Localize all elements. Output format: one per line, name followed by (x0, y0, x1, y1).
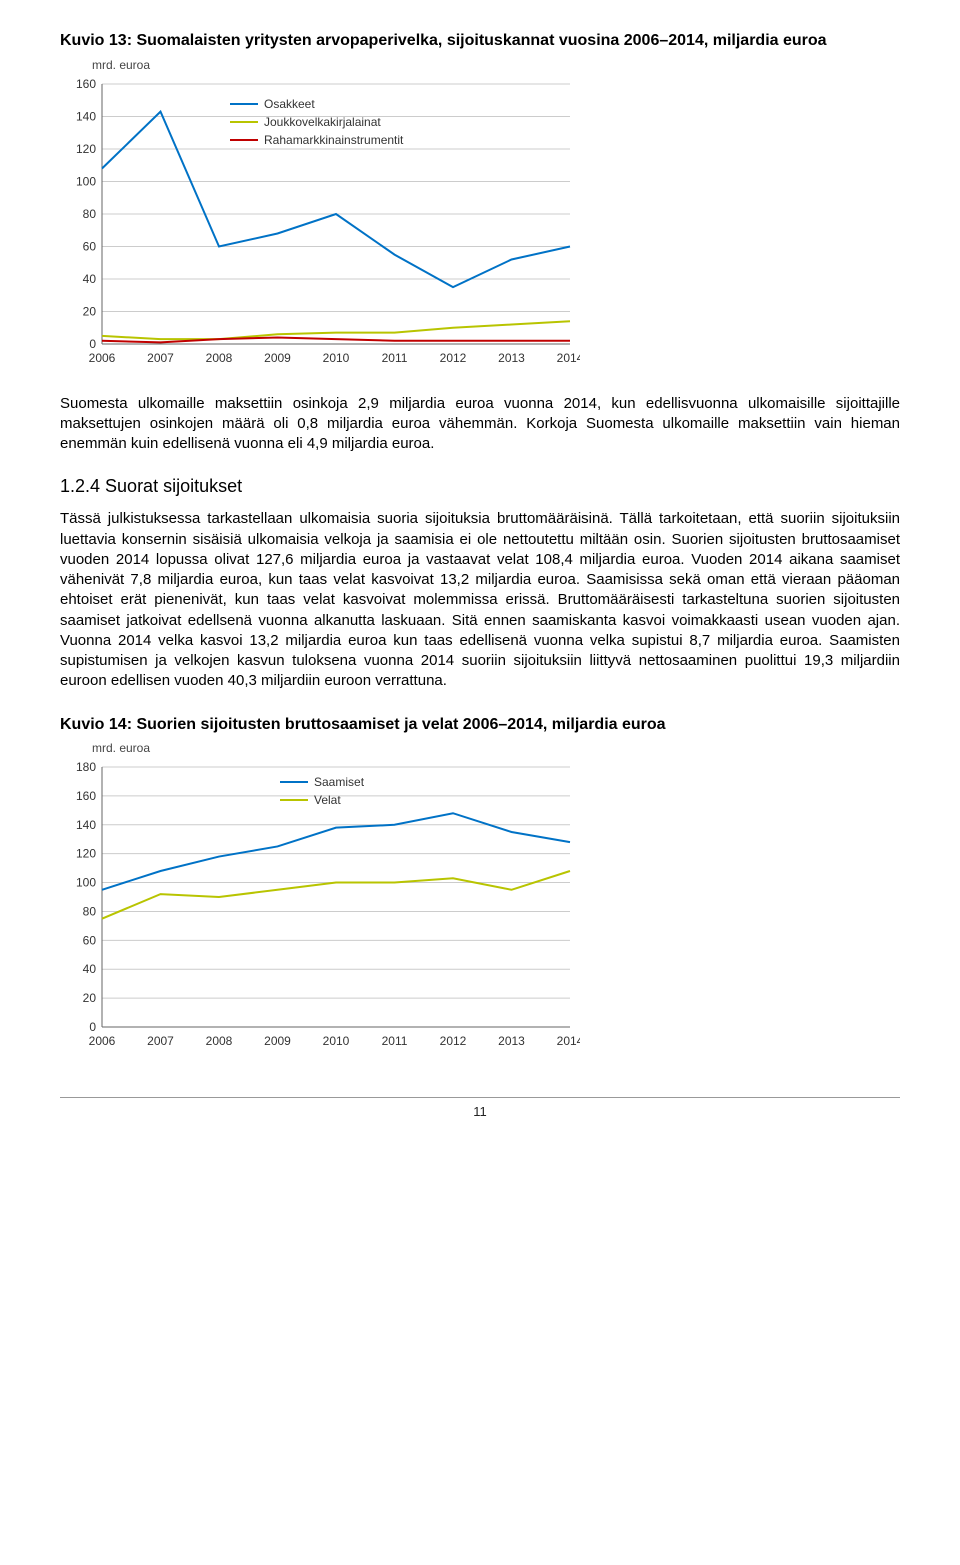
svg-text:2007: 2007 (147, 351, 174, 365)
svg-text:Joukkovelkakirjalainat: Joukkovelkakirjalainat (264, 115, 381, 129)
svg-text:2011: 2011 (382, 351, 408, 365)
svg-text:60: 60 (83, 934, 97, 948)
svg-text:2010: 2010 (323, 1034, 350, 1048)
svg-text:2010: 2010 (323, 351, 350, 365)
svg-text:2006: 2006 (89, 351, 116, 365)
svg-text:120: 120 (76, 142, 96, 156)
svg-text:2008: 2008 (206, 351, 233, 365)
svg-text:Saamiset: Saamiset (314, 775, 365, 789)
svg-text:120: 120 (76, 847, 96, 861)
svg-text:2012: 2012 (440, 351, 467, 365)
svg-text:40: 40 (83, 962, 97, 976)
svg-text:Rahamarkkinainstrumentit: Rahamarkkinainstrumentit (264, 133, 404, 147)
svg-text:100: 100 (76, 174, 96, 188)
svg-text:2009: 2009 (264, 1034, 291, 1048)
svg-text:20: 20 (83, 304, 97, 318)
svg-text:80: 80 (83, 905, 97, 919)
svg-text:40: 40 (83, 272, 97, 286)
chart2-title: Kuvio 14: Suorien sijoitusten bruttosaam… (60, 714, 900, 736)
svg-text:160: 160 (76, 77, 96, 91)
svg-text:20: 20 (83, 991, 97, 1005)
svg-text:2014: 2014 (557, 1034, 580, 1048)
svg-text:2008: 2008 (206, 1034, 233, 1048)
paragraph-2: Tässä julkistuksessa tarkastellaan ulkom… (60, 509, 900, 691)
svg-text:80: 80 (83, 207, 97, 221)
svg-text:2014: 2014 (557, 351, 580, 365)
chart1-title: Kuvio 13: Suomalaisten yritysten arvopap… (60, 30, 900, 52)
svg-text:180: 180 (76, 760, 96, 774)
chart2-ylabel: mrd. euroa (92, 741, 900, 755)
svg-text:2006: 2006 (89, 1034, 116, 1048)
svg-text:0: 0 (89, 1020, 96, 1034)
svg-text:140: 140 (76, 109, 96, 123)
svg-text:Velat: Velat (314, 793, 341, 807)
svg-text:60: 60 (83, 239, 97, 253)
chart1: mrd. euroa 0 20 40 60 80 100 120 140 160 2006 2007… (60, 58, 900, 374)
chart2: mrd. euroa 0 20 40 60 80 100 120 140 160 180 2006 2… (60, 741, 900, 1057)
svg-text:2009: 2009 (264, 351, 291, 365)
svg-text:2012: 2012 (440, 1034, 467, 1048)
svg-text:2007: 2007 (147, 1034, 174, 1048)
svg-text:0: 0 (89, 337, 96, 351)
section-heading: 1.2.4 Suorat sijoitukset (60, 476, 900, 497)
svg-text:2013: 2013 (498, 1034, 525, 1048)
svg-text:2013: 2013 (498, 351, 525, 365)
chart1-svg: 0 20 40 60 80 100 120 140 160 2006 2007 2008 2009 201… (60, 74, 580, 374)
svg-text:160: 160 (76, 789, 96, 803)
svg-text:100: 100 (76, 876, 96, 890)
chart2-svg: 0 20 40 60 80 100 120 140 160 180 2006 2007 2008 2009… (60, 757, 580, 1057)
svg-text:2011: 2011 (382, 1034, 408, 1048)
page-number: 11 (60, 1097, 900, 1119)
svg-text:Osakkeet: Osakkeet (264, 97, 315, 111)
svg-text:140: 140 (76, 818, 96, 832)
paragraph-1: Suomesta ulkomaille maksettiin osinkoja … (60, 394, 900, 455)
chart1-ylabel: mrd. euroa (92, 58, 900, 72)
